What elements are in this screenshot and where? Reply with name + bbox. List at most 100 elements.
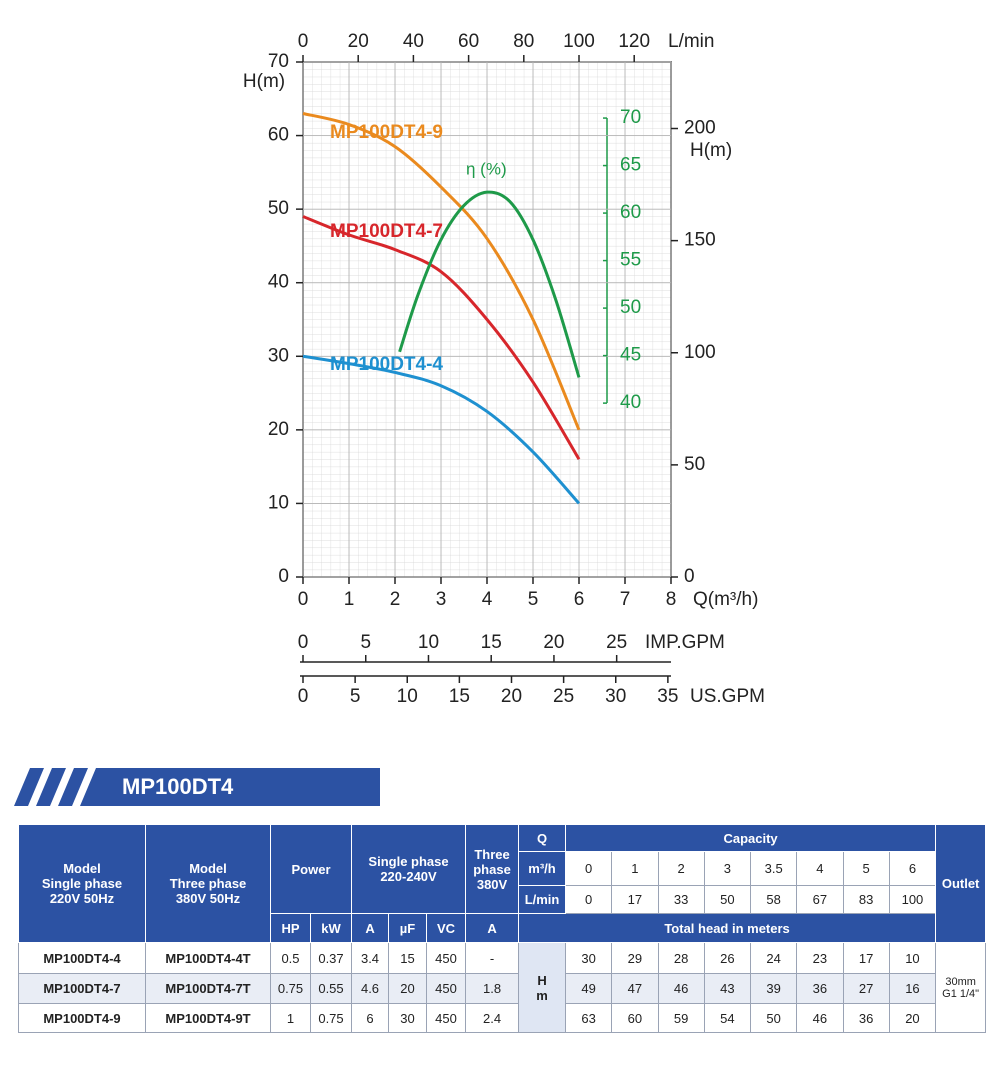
header-text: phase [473, 861, 511, 877]
header-cell: Three phase 380V [465, 824, 520, 914]
header-cell: Power [269, 824, 353, 914]
spec-value: 0.75 [309, 1003, 353, 1033]
header-text: 220V 50Hz [49, 891, 115, 906]
head-value: 60 [611, 1003, 659, 1033]
banner: MP100DT4 [14, 768, 380, 806]
series-line [398, 190, 581, 378]
spec-value: 0.55 [309, 973, 353, 1004]
tick-label: 0 [298, 632, 309, 653]
capacity-lmin: 83 [842, 885, 890, 914]
tick-label: 6 [574, 589, 585, 610]
header-text: Three phase [169, 876, 247, 891]
tick-label: 5 [350, 686, 361, 707]
capacity-m3h: 6 [888, 851, 937, 886]
head-value: 10 [888, 942, 937, 974]
data-row: MP100DT4-7 MP100DT4-7T 0.75 0.55 4.6 20 450 1.8… [18, 973, 986, 1004]
outlet-value: 30mm G1 1/4" [935, 942, 987, 1033]
model-three: MP100DT4-7T [145, 973, 271, 1004]
header-cell: HP [270, 913, 311, 943]
header-cell: Single phase 220-240V [351, 824, 467, 914]
header-text: Model [63, 861, 101, 876]
tick-label: 15 [449, 686, 470, 707]
x3-axis-label: IMP.GPM [645, 632, 725, 653]
header-cell: µF [388, 913, 428, 943]
banner-bar [80, 768, 380, 806]
capacity-m3h: 2 [657, 851, 705, 886]
series-line [302, 215, 581, 461]
capacity-m3h: 0 [565, 851, 613, 886]
header-cell: m³/h [518, 851, 567, 886]
capacity-lmin: 17 [611, 885, 659, 914]
header-cell: A [351, 913, 390, 943]
spec-value: 450 [426, 1003, 467, 1033]
spec-value: 450 [426, 942, 467, 974]
tick-label: 50 [268, 198, 289, 219]
series-line [302, 112, 581, 431]
tick-label: 65 [620, 155, 641, 176]
head-value: 30 [565, 942, 613, 974]
head-value: 50 [750, 1003, 798, 1033]
tick-label: 2 [390, 589, 401, 610]
head-value: 36 [842, 1003, 890, 1033]
model-single: MP100DT4-9 [18, 1003, 146, 1033]
spec-value: 4.6 [351, 973, 390, 1004]
header-cell: kW [309, 913, 353, 943]
model-single: MP100DT4-7 [18, 973, 146, 1004]
capacity-lmin: 33 [657, 885, 705, 914]
tick-label: 3 [436, 589, 447, 610]
spec-value: 2.4 [465, 1003, 520, 1033]
tick-label: 1 [344, 589, 355, 610]
header-text: Single phase [41, 876, 123, 891]
spec-value: - [465, 942, 520, 974]
x4-axis-label: US.GPM [690, 686, 765, 707]
tick-label: 15 [481, 632, 502, 653]
spec-value: 0.5 [270, 942, 311, 974]
tick-label: 45 [620, 345, 641, 366]
y2-axis-label: H(m) [690, 140, 732, 161]
header-cell: Capacity [565, 824, 937, 852]
header-text: Single phase [368, 854, 449, 869]
header-cell: Q [518, 824, 567, 852]
header-text: Three [474, 846, 510, 862]
tick-label: 10 [418, 632, 439, 653]
tick-label: 10 [268, 492, 289, 513]
tick-label: 10 [397, 686, 418, 707]
tick-label: 50 [620, 297, 641, 318]
x2-axis-label: L/min [668, 31, 714, 52]
tick-label: 200 [684, 118, 716, 139]
spec-value: 30 [388, 1003, 428, 1033]
header-cell: Model Single phase 220V 50Hz [18, 824, 146, 943]
head-value: 27 [842, 973, 890, 1004]
header-cell: L/min [518, 885, 567, 914]
tick-label: 50 [684, 454, 705, 475]
tick-label: 0 [278, 566, 289, 587]
spec-value: 0.75 [270, 973, 311, 1004]
tick-label: 40 [403, 31, 424, 52]
head-value: 16 [888, 973, 937, 1004]
model-three: MP100DT4-4T [145, 942, 271, 974]
tick-label: 25 [606, 632, 627, 653]
head-value: 46 [796, 1003, 844, 1033]
spec-value: 15 [388, 942, 428, 974]
tick-label: 55 [620, 250, 641, 271]
tick-label: 70 [620, 107, 641, 128]
head-value: 47 [611, 973, 659, 1004]
spec-value: 0.37 [309, 942, 353, 974]
spec-value: 450 [426, 973, 467, 1004]
head-value: 46 [657, 973, 705, 1004]
series-label: MP100DT4-7 [330, 221, 443, 242]
tick-label: 150 [684, 230, 716, 251]
series-label: MP100DT4-9 [330, 122, 443, 143]
head-value: 17 [842, 942, 890, 974]
chart: H(m) L/min H(m) Q(m³/h) IMP.GPM US.GPM 0… [243, 31, 765, 707]
tick-label: 40 [620, 392, 641, 413]
tick-label: 8 [666, 589, 677, 610]
header-text: 380V [476, 876, 508, 892]
tick-label: 5 [360, 632, 371, 653]
tick-label: 0 [298, 686, 309, 707]
head-value: 24 [750, 942, 798, 974]
tick-label: 20 [501, 686, 522, 707]
